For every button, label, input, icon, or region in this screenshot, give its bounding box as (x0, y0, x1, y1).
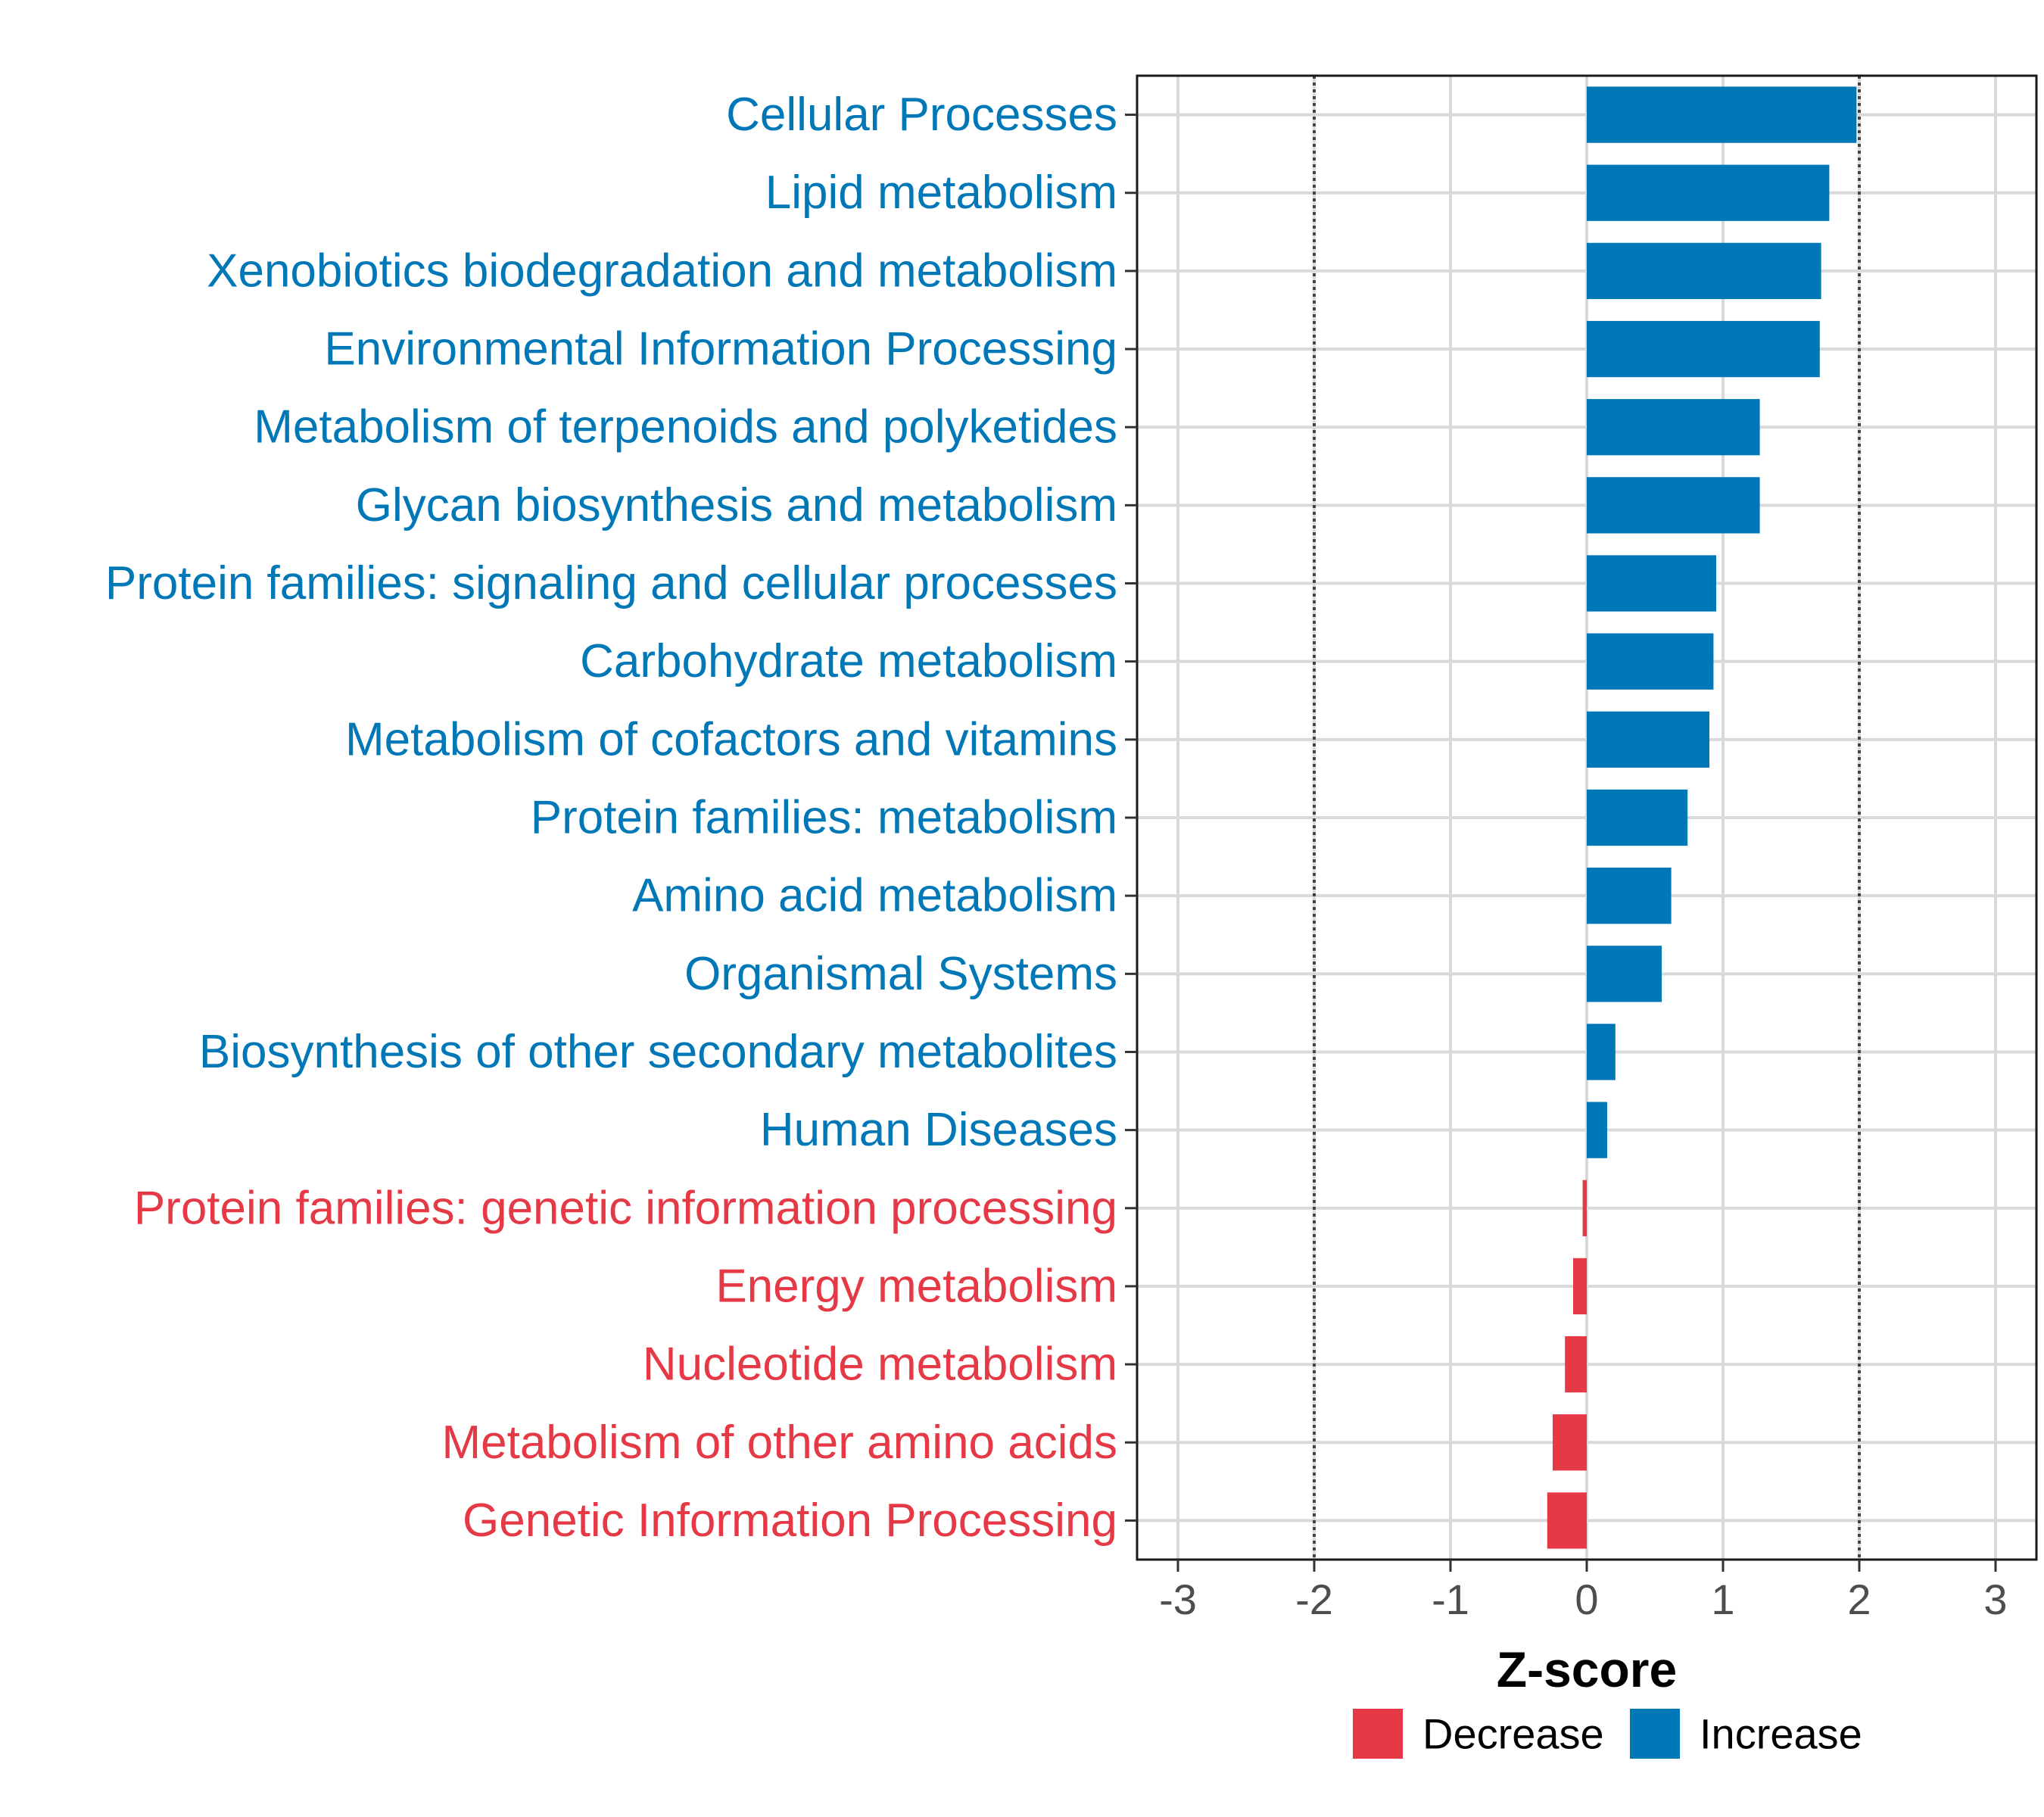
category-label: Nucleotide metabolism (643, 1339, 1117, 1391)
bar (1587, 946, 1662, 1002)
bar (1587, 399, 1760, 456)
category-label: Energy metabolism (715, 1260, 1117, 1312)
bar (1587, 789, 1688, 846)
bar (1553, 1414, 1587, 1471)
bar (1547, 1492, 1587, 1549)
bar (1587, 711, 1709, 768)
category-label: Xenobiotics biodegradation and metabolis… (207, 245, 1117, 297)
bar (1565, 1335, 1587, 1393)
x-tick-label: 0 (1575, 1575, 1598, 1623)
category-label: Protein families: metabolism (531, 792, 1117, 844)
x-tick-label: 3 (1983, 1575, 2007, 1623)
bar (1587, 1102, 1607, 1158)
bar (1587, 477, 1760, 534)
category-label: Environmental Information Processing (324, 323, 1117, 376)
category-label: Organismal Systems (684, 948, 1117, 1000)
x-axis-title: Z-score (1497, 1641, 1677, 1697)
bar (1587, 164, 1830, 221)
bar (1587, 633, 1714, 690)
bar (1582, 1180, 1587, 1236)
legend-label: Decrease (1422, 1710, 1604, 1758)
legend-swatch (1630, 1709, 1680, 1759)
bar (1587, 1024, 1616, 1080)
bar (1573, 1258, 1587, 1315)
bar (1587, 86, 1857, 143)
y-axis-ticks (1125, 114, 1137, 1522)
category-label: Biosynthesis of other secondary metaboli… (199, 1026, 1117, 1078)
category-label: Lipid metabolism (765, 167, 1117, 219)
bars-layer (1547, 86, 1857, 1549)
x-axis-ticks: -3 -2 -1 0 1 2 3 (1159, 1560, 2008, 1623)
x-tick-label: -2 (1295, 1575, 1333, 1623)
legend-swatch (1353, 1709, 1403, 1759)
category-label: Amino acid metabolism (632, 870, 1117, 922)
bar (1587, 868, 1672, 924)
bar (1587, 242, 1821, 300)
category-label: Protein families: signaling and cellular… (105, 557, 1117, 609)
reference-lines-layer (1313, 76, 1861, 1560)
category-label: Metabolism of other amino acids (441, 1417, 1117, 1469)
category-label: Carbohydrate metabolism (580, 635, 1117, 687)
bar (1587, 555, 1716, 612)
category-label: Protein families: genetic information pr… (134, 1182, 1117, 1234)
category-label: Metabolism of terpenoids and polyketides (254, 401, 1117, 453)
category-label: Metabolism of cofactors and vitamins (345, 713, 1117, 765)
category-label: Cellular Processes (726, 89, 1117, 141)
bar (1587, 320, 1820, 378)
category-label: Human Diseases (760, 1104, 1117, 1156)
category-label: Glycan biosynthesis and metabolism (356, 479, 1117, 531)
legend-label: Increase (1700, 1710, 1862, 1758)
x-tick-label: -1 (1432, 1575, 1469, 1623)
legend: Decrease Increase (1353, 1709, 1862, 1759)
x-tick-label: -3 (1159, 1575, 1197, 1623)
category-label: Genetic Information Processing (463, 1494, 1117, 1547)
x-tick-label: 1 (1711, 1575, 1734, 1623)
x-tick-label: 2 (1847, 1575, 1871, 1623)
category-labels: Cellular Processes Lipid metabolism Xenobi… (105, 89, 1117, 1547)
